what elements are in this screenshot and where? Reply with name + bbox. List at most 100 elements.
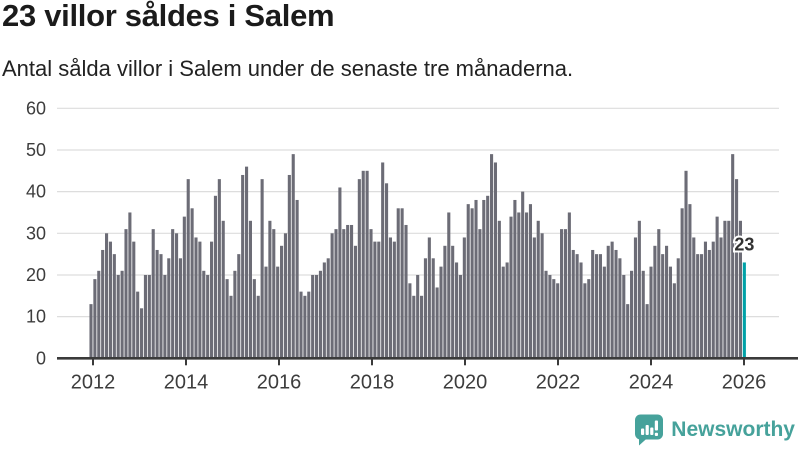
bar	[198, 241, 202, 359]
speech-bubble-bar-chart-icon	[635, 414, 664, 445]
bar	[505, 262, 509, 359]
bar	[143, 274, 147, 359]
bar	[427, 237, 431, 359]
bar	[353, 245, 357, 359]
bar	[132, 241, 136, 359]
bar	[396, 208, 400, 359]
bar	[101, 249, 105, 359]
bar	[579, 262, 583, 359]
bar	[338, 187, 342, 359]
bar	[665, 245, 669, 359]
bar	[727, 220, 731, 359]
bar	[400, 208, 404, 359]
bar	[493, 162, 498, 359]
bar	[633, 237, 638, 359]
bar	[178, 258, 182, 359]
bar	[256, 295, 260, 359]
bar	[680, 208, 684, 359]
bar	[626, 304, 630, 359]
bar	[556, 283, 560, 359]
bar	[470, 208, 474, 359]
bar	[112, 254, 116, 359]
bar	[595, 254, 599, 359]
svg-text:2012: 2012	[71, 371, 116, 393]
bar	[163, 274, 167, 359]
bar	[241, 174, 245, 359]
bar	[217, 179, 221, 359]
bar	[225, 279, 229, 359]
bar	[637, 220, 641, 359]
bar	[618, 258, 622, 359]
bar	[221, 220, 225, 359]
bar	[552, 279, 556, 359]
bar	[272, 229, 276, 359]
bar	[606, 245, 610, 359]
bar	[490, 154, 494, 359]
bar	[377, 241, 381, 359]
bar	[567, 212, 571, 359]
bar	[206, 274, 210, 359]
bar	[528, 204, 533, 359]
bar	[108, 241, 112, 359]
highlight-value-label: 23	[734, 234, 754, 254]
bar	[128, 212, 132, 359]
bar	[120, 270, 124, 359]
svg-text:40: 40	[26, 182, 46, 202]
bar	[731, 154, 735, 359]
bar	[264, 266, 268, 359]
bar	[560, 229, 564, 359]
bar	[167, 258, 171, 359]
bar	[602, 266, 606, 359]
bar	[342, 229, 346, 359]
bar	[707, 249, 711, 359]
bar	[334, 229, 338, 359]
newsworthy-logo[interactable]: Newsworthy	[634, 413, 795, 447]
newsworthy-brand-text: Newsworthy	[671, 418, 795, 441]
bar	[346, 224, 350, 359]
bar	[688, 204, 692, 359]
svg-text:10: 10	[26, 307, 46, 327]
bar	[287, 174, 291, 359]
bar	[466, 204, 470, 359]
bar	[610, 241, 614, 359]
svg-text:2018: 2018	[350, 371, 395, 393]
bar	[171, 229, 175, 359]
bar	[299, 291, 303, 359]
bar	[124, 229, 128, 359]
bar	[517, 212, 521, 359]
bar	[719, 237, 723, 359]
bar	[536, 220, 540, 359]
bar	[237, 254, 241, 359]
bar	[649, 266, 653, 359]
bar	[381, 162, 385, 359]
bar	[326, 258, 330, 359]
bar	[571, 249, 575, 359]
svg-text:2016: 2016	[257, 371, 302, 393]
chart-subtitle: Antal sålda villor i Salem under de sena…	[2, 56, 574, 81]
bar	[451, 245, 455, 359]
highlighted-bar	[742, 262, 746, 359]
bar	[404, 224, 408, 359]
svg-text:2026: 2026	[722, 371, 767, 393]
bar	[373, 241, 377, 359]
bar	[478, 229, 482, 359]
bar	[116, 274, 120, 359]
bar	[513, 199, 517, 359]
bar	[136, 291, 140, 359]
bar	[423, 258, 427, 359]
svg-text:50: 50	[26, 140, 46, 160]
bar	[155, 249, 159, 359]
bar	[105, 233, 109, 359]
bar	[439, 266, 443, 359]
bar	[509, 216, 513, 359]
bar	[361, 170, 365, 359]
bar	[420, 295, 424, 359]
bar	[431, 258, 435, 359]
bar	[202, 270, 206, 359]
bar	[233, 270, 237, 359]
bar	[182, 216, 186, 359]
bar	[703, 241, 708, 359]
bar	[598, 254, 603, 359]
svg-text:2014: 2014	[164, 371, 209, 393]
bar	[311, 274, 315, 359]
